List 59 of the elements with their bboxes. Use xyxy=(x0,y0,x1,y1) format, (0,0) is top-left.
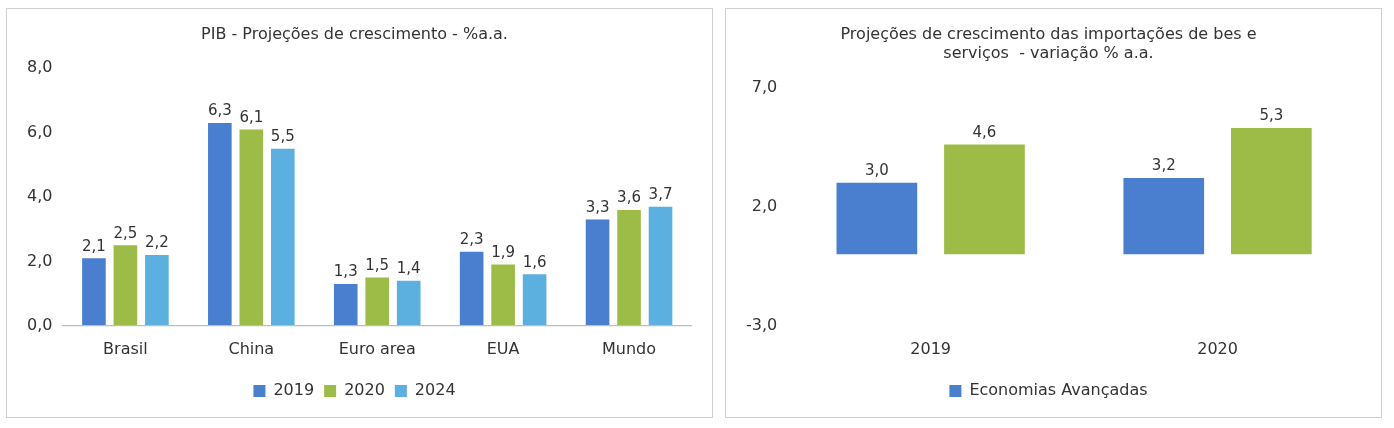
data-label: 2,2 xyxy=(144,233,169,252)
legend-label: 2020 xyxy=(344,380,385,400)
chart-title: Projeções de crescimento das importações de bes e serviços - variação % a.a. xyxy=(840,23,1257,62)
bar xyxy=(617,209,641,326)
bar xyxy=(585,219,610,326)
y-tick-label: -3,0 xyxy=(746,314,778,334)
data-label: 1,5 xyxy=(365,255,390,274)
data-label: 6,3 xyxy=(207,101,232,120)
data-label: 3,0 xyxy=(864,161,889,180)
y-tick-label: 2,0 xyxy=(26,250,53,270)
bar xyxy=(145,254,169,326)
x-tick-label: China xyxy=(228,338,275,358)
legend-label: 2019 xyxy=(273,380,315,400)
bar xyxy=(365,277,390,326)
x-tick-label: EUA xyxy=(486,338,520,358)
bar xyxy=(270,148,295,326)
data-label: 5,5 xyxy=(270,127,295,146)
bar xyxy=(113,245,138,326)
y-tick-label: 4,0 xyxy=(26,186,53,206)
legend-label: 2024 xyxy=(414,380,456,400)
data-label: 3,7 xyxy=(648,185,673,204)
x-tick-label: 2019 xyxy=(910,338,952,358)
y-tick-label: 2,0 xyxy=(751,195,778,215)
x-tick-label: 2020 xyxy=(1197,338,1238,358)
bar xyxy=(648,206,673,326)
bar xyxy=(239,129,264,326)
bar xyxy=(522,274,547,326)
data-label: 4,6 xyxy=(972,123,997,142)
x-tick-label: Mundo xyxy=(602,338,657,358)
data-label: 6,1 xyxy=(239,107,264,126)
legend-label: Economias Avançadas xyxy=(969,380,1148,400)
data-label: 3,6 xyxy=(617,188,641,207)
data-label: 3,3 xyxy=(585,197,610,216)
bar xyxy=(1231,127,1312,255)
x-tick-label: Brasil xyxy=(103,338,148,358)
y-tick-label: 6,0 xyxy=(26,121,53,141)
data-label: 2,1 xyxy=(81,236,106,255)
bar xyxy=(82,258,106,326)
bar xyxy=(459,251,484,326)
chart-title: PIB - Projeções de crescimento - %a.a. xyxy=(201,23,508,43)
data-label: 3,2 xyxy=(1151,156,1176,175)
bar xyxy=(396,280,421,326)
data-label: 1,6 xyxy=(522,252,547,271)
data-label: 2,3 xyxy=(459,230,484,249)
bar xyxy=(1123,177,1205,255)
data-label: 1,3 xyxy=(333,262,358,281)
bar xyxy=(836,182,918,255)
data-label: 5,3 xyxy=(1259,106,1284,125)
data-label: 2,5 xyxy=(113,223,138,242)
bar xyxy=(491,264,515,326)
bar xyxy=(333,283,358,326)
bar xyxy=(208,122,232,326)
y-tick-label: 8,0 xyxy=(26,57,53,77)
y-tick-label: 0,0 xyxy=(26,314,53,334)
x-tick-label: Euro area xyxy=(338,338,416,358)
bar xyxy=(944,144,1025,255)
y-tick-label: 7,0 xyxy=(751,76,778,96)
data-label: 1,9 xyxy=(491,243,516,262)
data-label: 1,4 xyxy=(396,259,421,278)
